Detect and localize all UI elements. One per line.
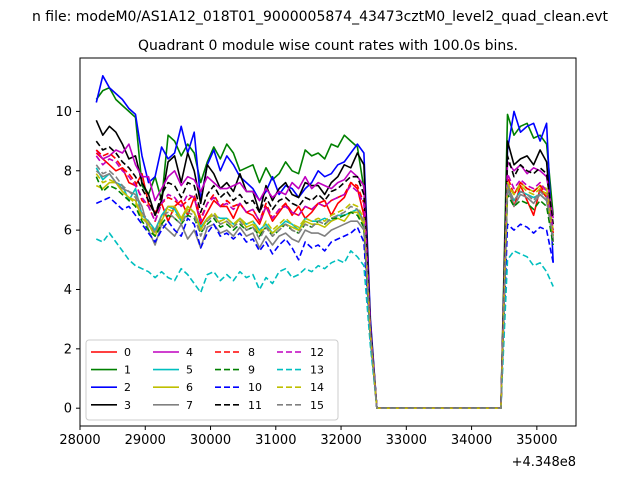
axis-ticks: 28000 29000 30000 31000 32000 33000 34000 35000…: [55, 105, 557, 448]
legend-label-15: 15: [310, 399, 324, 412]
legend-label-3: 3: [124, 399, 131, 412]
y-tick-label: 6: [64, 224, 72, 239]
legend-label-11: 11: [248, 399, 262, 412]
x-tick-label: 30000: [190, 433, 231, 448]
x-tick-label: 34000: [451, 433, 492, 448]
y-tick-label: 8: [64, 164, 72, 179]
chart-title: Quadrant 0 module wise count rates with …: [138, 38, 518, 54]
legend-label-14: 14: [310, 381, 324, 394]
series-line-15: [95, 164, 554, 410]
legend-label-0: 0: [124, 346, 131, 359]
y-tick-label: 10: [55, 105, 72, 120]
legend-label-1: 1: [124, 364, 131, 377]
y-tick-label: 2: [64, 342, 72, 357]
legend-label-9: 9: [248, 364, 255, 377]
x-tick-label: 32000: [320, 433, 361, 448]
x-tick-label: 35000: [516, 433, 557, 448]
plot-area: [95, 75, 554, 410]
y-tick-label: 0: [64, 402, 72, 417]
legend-label-8: 8: [248, 346, 255, 359]
legend-box: [85, 339, 339, 421]
figure-suptitle: n file: modeM0/AS1A12_018T01_9000005874_…: [32, 9, 609, 25]
legend-label-7: 7: [186, 399, 193, 412]
legend-label-6: 6: [186, 381, 193, 394]
legend-label-13: 13: [310, 364, 324, 377]
x-tick-label: 29000: [125, 433, 166, 448]
legend-label-2: 2: [124, 381, 131, 394]
legend-label-10: 10: [248, 381, 262, 394]
x-tick-label: 33000: [386, 433, 427, 448]
legend-label-4: 4: [186, 346, 193, 359]
x-tick-label: 28000: [59, 433, 100, 448]
y-tick-label: 4: [64, 283, 72, 298]
axes-frame: [79, 57, 577, 427]
legend-label-5: 5: [186, 364, 193, 377]
legend-label-12: 12: [310, 346, 324, 359]
x-tick-label: 31000: [255, 433, 296, 448]
x-offset-label: +4.348e8: [512, 455, 576, 470]
